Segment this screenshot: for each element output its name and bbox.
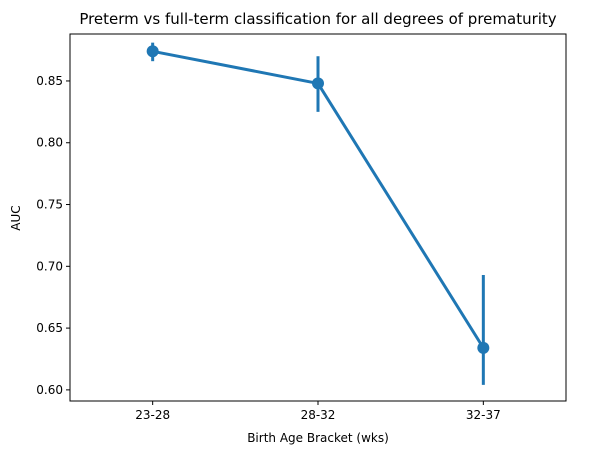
y-tick-label: 0.85 xyxy=(36,74,63,88)
y-axis: 0.60 0.65 0.70 0.75 0.80 0.85 xyxy=(36,74,70,397)
y-tick-label: 0.80 xyxy=(36,136,63,150)
y-tick-label: 0.70 xyxy=(36,259,63,273)
data-point xyxy=(146,45,159,58)
y-axis-label: AUC xyxy=(9,205,23,230)
chart-title: Preterm vs full-term classification for … xyxy=(79,10,556,28)
y-tick-label: 0.60 xyxy=(36,383,63,397)
data-point xyxy=(312,77,324,90)
x-axis: 23-28 28-32 32-37 xyxy=(135,401,501,422)
x-tick-label: 32-37 xyxy=(466,408,501,422)
x-axis-label: Birth Age Bracket (wks) xyxy=(247,431,389,445)
y-tick-label: 0.75 xyxy=(36,198,63,212)
data-point xyxy=(477,341,490,354)
series-layer xyxy=(146,42,490,385)
x-tick-label: 28-32 xyxy=(301,408,336,422)
y-tick-label: 0.65 xyxy=(36,321,63,335)
x-tick-label: 23-28 xyxy=(135,408,170,422)
